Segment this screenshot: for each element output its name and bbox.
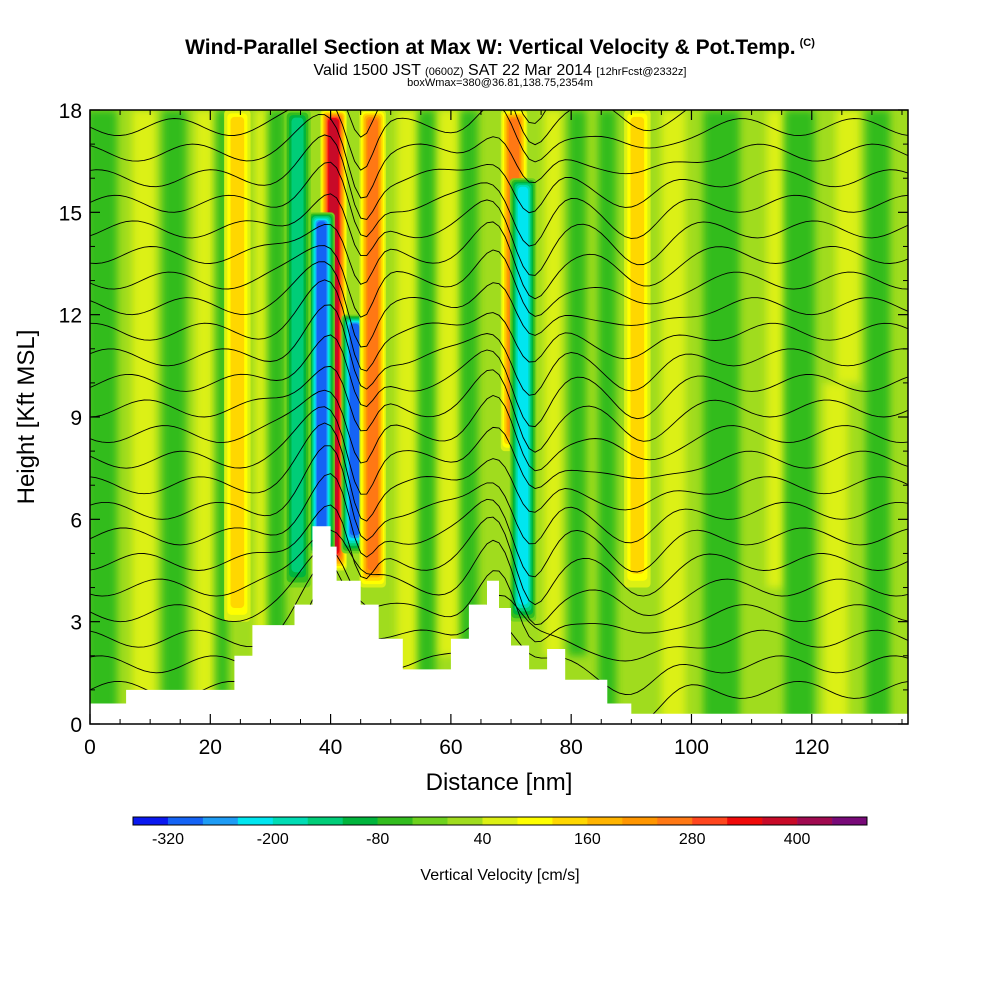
isentrope <box>90 279 908 372</box>
field-streak <box>132 110 157 724</box>
colorbar-tick-label: 40 <box>474 831 492 848</box>
axes: 0 20 40 60 80 100 120 0 3 6 9 12 15 18 <box>59 100 908 759</box>
colorbar-swatch <box>832 817 868 825</box>
colorbar-swatch <box>657 817 693 825</box>
colorbar-swatch <box>307 817 344 825</box>
isentrope <box>90 529 908 626</box>
y-tick-label: 12 <box>59 305 82 328</box>
field-streak <box>568 110 587 656</box>
colorbar-swatch <box>622 817 658 825</box>
colorbar-tick-label: 280 <box>679 831 706 848</box>
potential-temperature-contours <box>90 18 908 724</box>
colorbar-frame <box>132 816 868 826</box>
velocity-band-6 <box>291 117 304 573</box>
terrain <box>90 526 908 724</box>
isentrope <box>90 261 908 348</box>
isentrope <box>90 504 908 606</box>
isentrope <box>90 406 908 495</box>
field-streak <box>544 110 563 656</box>
chart-subtitle-box: boxWmax=380@36.81,138.75,2354m <box>407 77 593 89</box>
x-tick-label: 120 <box>794 736 829 759</box>
colorbar-swatch <box>517 817 553 825</box>
y-tick-label: 9 <box>70 407 82 430</box>
colorbar-tick-label: 160 <box>574 831 601 848</box>
field-streak <box>162 110 187 724</box>
colorbar-swatch <box>167 817 204 825</box>
colorbar-swatch <box>272 817 309 825</box>
colorbar-swatch <box>552 817 588 825</box>
colorbar-swatch <box>237 817 274 825</box>
chart-subtitle: Valid 1500 JST (0600Z) SAT 22 Mar 2014 [… <box>313 62 687 79</box>
isentrope <box>90 445 908 545</box>
y-tick-label: 3 <box>70 612 82 635</box>
velocity-band-5 <box>517 186 529 605</box>
x-axis-label: Distance [nm] <box>426 769 573 796</box>
field-streak <box>703 110 740 724</box>
colorbar-swatch <box>762 817 798 825</box>
isentrope <box>90 245 908 318</box>
field-streak <box>396 110 421 724</box>
y-tick-label: 6 <box>70 509 82 532</box>
colorbar-tick-label: -320 <box>152 831 184 848</box>
velocity-band-3 <box>367 118 378 571</box>
colorbar-swatch <box>727 817 763 825</box>
isentrope <box>90 389 908 472</box>
field-streak <box>598 110 617 724</box>
isentrope <box>90 114 908 199</box>
field-streak <box>267 110 286 724</box>
isentrope <box>90 473 908 578</box>
isentrope <box>90 221 908 300</box>
x-tick-label: 0 <box>84 736 96 759</box>
colorbar-swatch <box>447 817 483 825</box>
colorbar-swatch <box>692 817 728 825</box>
isentrope <box>90 134 908 221</box>
x-tick-label: 40 <box>319 736 342 759</box>
field-streak <box>823 382 848 724</box>
isentrope <box>90 193 908 276</box>
colorbar-tick-label: -80 <box>366 831 389 848</box>
field-streak <box>661 110 686 724</box>
y-tick-label: 15 <box>59 202 82 225</box>
isentrope <box>90 161 908 247</box>
isentrope <box>90 422 908 522</box>
field-streak <box>766 110 785 588</box>
colorbar-label: Vertical Velocity [cm/s] <box>420 867 579 884</box>
colorbar: -320 -200 -80 40 160 280 400 <box>132 816 868 848</box>
isentrope <box>90 18 908 96</box>
chart-title: Wind-Parallel Section at Max W: Vertical… <box>185 36 815 59</box>
colorbar-swatch <box>133 817 169 825</box>
y-axis-label: Height [Kft MSL] <box>13 330 40 505</box>
field-streak <box>835 110 860 383</box>
isentrope <box>90 334 908 428</box>
field-streak <box>438 110 463 656</box>
x-tick-label: 20 <box>199 736 222 759</box>
y-tick-label: 18 <box>59 100 82 123</box>
velocity-band-7 <box>230 116 245 609</box>
velocity-band-8 <box>630 116 645 574</box>
x-tick-label: 60 <box>439 736 462 759</box>
field-streak <box>784 110 815 724</box>
velocity-band-1 <box>316 221 327 536</box>
field-streak <box>459 110 478 724</box>
colorbar-swatch <box>587 817 623 825</box>
y-tick-label: 0 <box>70 714 82 737</box>
isentrope <box>90 304 908 396</box>
colorbar-swatch <box>482 817 518 825</box>
colorbar-tick-label: -200 <box>257 831 289 848</box>
isentrope <box>90 365 908 453</box>
colorbar-swatch <box>202 817 239 825</box>
colorbar-swatch <box>342 817 378 825</box>
colorbar-swatch <box>412 817 448 825</box>
colorbar-swatch <box>377 817 413 825</box>
colorbar-swatch <box>797 817 833 825</box>
colorbar-tick-label: 400 <box>784 831 811 848</box>
x-tick-label: 80 <box>559 736 582 759</box>
isentrope <box>90 547 908 643</box>
x-tick-label: 100 <box>674 736 709 759</box>
isentrope <box>90 110 908 171</box>
